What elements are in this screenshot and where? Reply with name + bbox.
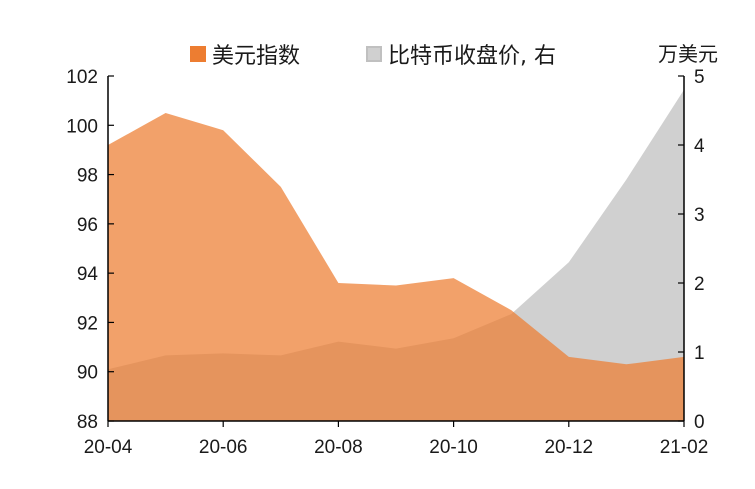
legend-usd: 美元指数 xyxy=(190,38,300,70)
left-tick-label: 90 xyxy=(77,363,98,384)
x-tick-label: 20-06 xyxy=(199,437,248,458)
series-area-usd-index xyxy=(108,113,684,421)
x-tick-label: 21-02 xyxy=(660,437,709,458)
right-tick-label: 3 xyxy=(694,205,705,226)
right-tick-label: 2 xyxy=(694,274,705,295)
left-tick-label: 94 xyxy=(77,264,99,285)
left-tick-label: 98 xyxy=(77,166,98,187)
legend-label-usd: 美元指数 xyxy=(212,44,301,69)
left-tick-label: 102 xyxy=(66,67,98,88)
x-tick-label: 20-12 xyxy=(544,437,593,458)
left-tick-label: 92 xyxy=(77,313,98,334)
right-tick-label: 1 xyxy=(694,343,705,364)
legend-swatch-usd xyxy=(190,46,206,62)
legend-label-btc: 比特币收盘价, 右 xyxy=(388,44,556,69)
x-tick-label: 20-04 xyxy=(84,437,133,458)
legend-btc: 比特币收盘价, 右 xyxy=(366,38,556,70)
x-tick-label: 20-08 xyxy=(314,437,363,458)
right-tick-label: 4 xyxy=(694,136,705,157)
x-tick-label: 20-10 xyxy=(429,437,478,458)
legend-swatch-btc xyxy=(366,46,382,62)
left-tick-label: 88 xyxy=(77,412,98,433)
right-tick-label: 0 xyxy=(694,412,705,433)
left-tick-label: 96 xyxy=(77,215,98,236)
right-axis-unit: 万美元 xyxy=(658,42,718,66)
right-tick-label: 5 xyxy=(694,67,705,88)
left-tick-label: 100 xyxy=(66,116,98,137)
